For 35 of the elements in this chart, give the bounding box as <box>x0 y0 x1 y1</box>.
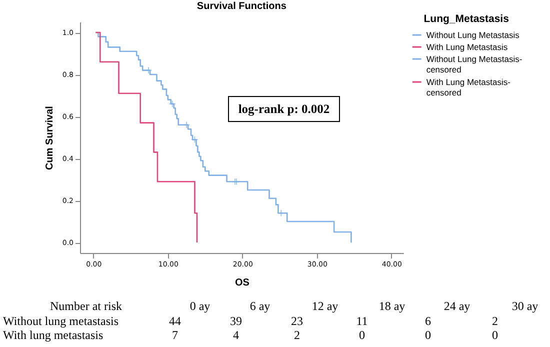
text: 30 ay <box>512 299 538 314</box>
point <box>168 100 176 108</box>
text: 18 ay <box>378 299 406 314</box>
text: 6 <box>425 314 431 329</box>
text: 6 ay <box>250 299 270 314</box>
text: 44 <box>169 314 181 329</box>
annotation: log-rank p: 0.002 <box>228 96 340 122</box>
text: 2 <box>492 314 498 329</box>
text: 24 ay <box>444 299 470 314</box>
text: 0 <box>359 328 365 343</box>
point <box>191 136 198 144</box>
text: Number at risk <box>50 299 122 314</box>
text: 39 <box>230 314 242 329</box>
point <box>182 121 190 129</box>
x-axis-title: OS <box>234 278 250 288</box>
legend-label: With Lung Metastasis <box>426 42 508 52</box>
text: 4 <box>233 328 239 343</box>
point <box>277 209 285 217</box>
chart-title: Survival Functions <box>196 1 287 12</box>
text: 0 ay <box>190 299 210 314</box>
legend-title: Lung_Metastasis <box>424 13 510 25</box>
text: 11 <box>356 314 368 329</box>
text: 0 <box>492 328 498 343</box>
text: With lung metastasis <box>3 328 104 343</box>
y-axis-title: Cum Survival <box>44 106 56 170</box>
text: 7 <box>172 328 178 343</box>
text: Without lung metastasis <box>3 314 119 329</box>
text: 0 <box>425 328 431 343</box>
text: 23 <box>291 314 303 329</box>
text: 2 <box>294 328 300 343</box>
legend-label: Without Lung Metastasis <box>426 30 520 40</box>
text: 12 ay <box>312 299 338 314</box>
point <box>144 66 152 74</box>
legend-label: With Lung Metastasis-censored <box>426 77 511 98</box>
legend-label: Without Lung Metastasis-censored <box>426 54 522 74</box>
